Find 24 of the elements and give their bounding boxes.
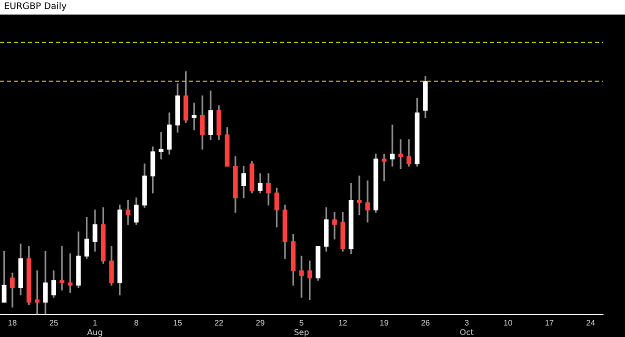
text: Aug: [87, 328, 103, 337]
candlestick: [332, 212, 337, 240]
x-tick-label: 26: [420, 318, 430, 328]
candlestick: [60, 246, 64, 290]
candlestick: [158, 132, 164, 160]
x-tick-label: 29: [256, 318, 266, 328]
candlestick: [126, 200, 130, 225]
text: Sep: [294, 328, 310, 337]
x-tick-label: 5: [299, 318, 304, 328]
x-tick-label: 22: [214, 318, 224, 328]
x-tick-label: 12: [338, 318, 348, 328]
x-tick-label: 18: [8, 318, 18, 328]
chart-title: EURGBP Daily: [0, 0, 625, 15]
x-tick-label: 17: [544, 318, 554, 328]
x-tick-label: 10: [504, 318, 514, 328]
x-tick-label: 24: [586, 318, 596, 328]
x-tick-label: 15: [173, 318, 183, 328]
x-tick-label: 8: [134, 318, 140, 328]
x-tick-label: 19: [380, 318, 390, 328]
x-tick-label: 1: [92, 318, 98, 328]
text: Oct: [460, 328, 474, 337]
candlestick: [299, 256, 304, 298]
x-tick-label: 3: [464, 318, 470, 328]
x-tick-label: 25: [49, 318, 59, 328]
